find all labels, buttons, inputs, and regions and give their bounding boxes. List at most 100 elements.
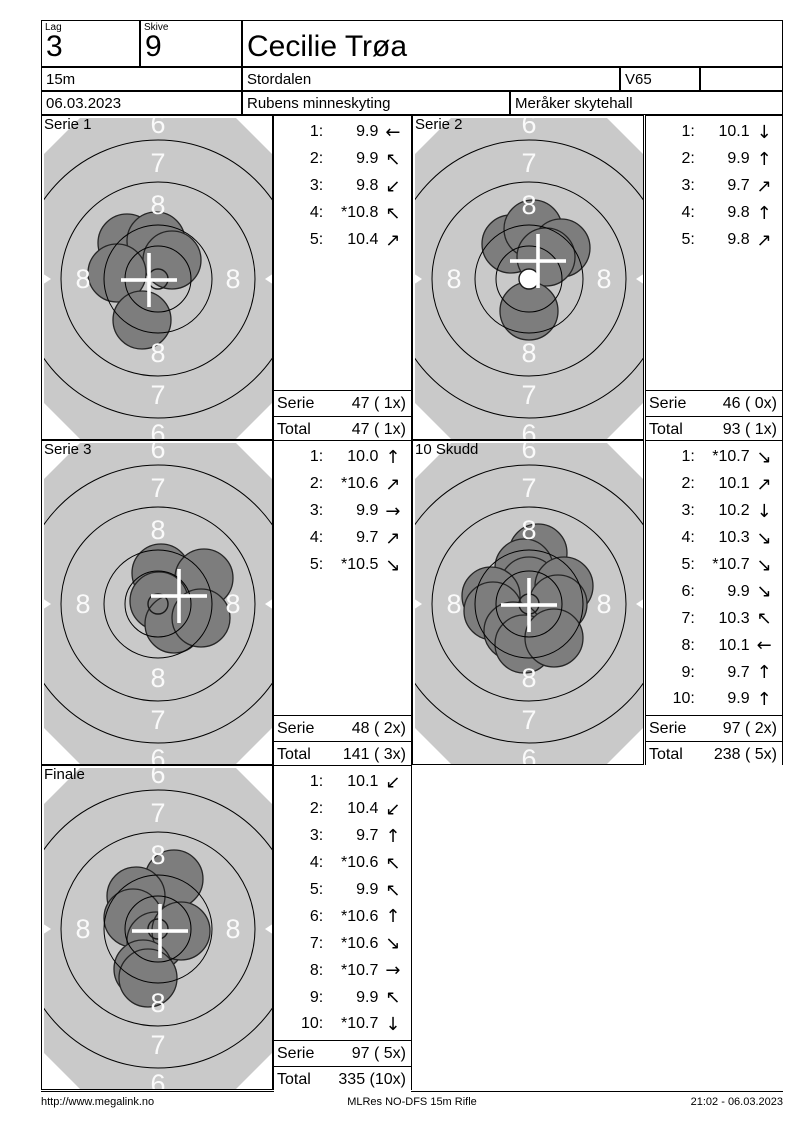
shot-number: 1:: [309, 448, 324, 466]
shot-number: 5:: [681, 231, 695, 248]
shot-row: 4: 10.3 ↘: [646, 525, 782, 552]
left-edge-marker: [44, 598, 51, 610]
center-ring: [147, 593, 169, 615]
shot-number: 5:: [309, 881, 324, 898]
serie-label: Serie: [649, 720, 687, 737]
ring-number: 8: [521, 663, 536, 693]
shooter-name-cell: Cecilie Trøa: [242, 20, 783, 67]
shot-value: 9.9: [356, 988, 379, 1006]
shot-direction-arrow: ↓: [756, 500, 772, 522]
venue: Stordalen: [247, 70, 312, 88]
serie-row: Serie 46 ( 0x): [646, 390, 782, 417]
event-name: Rubens minneskyting: [247, 94, 391, 112]
date-cell: 06.03.2023: [41, 91, 242, 115]
ring-number: 8: [225, 589, 240, 619]
shot-number: 5:: [681, 556, 695, 573]
event-cell: Rubens minneskyting: [242, 91, 510, 115]
ring-circle: [124, 570, 192, 638]
ring-number: 8: [75, 589, 90, 619]
shot-number: 1:: [309, 123, 324, 141]
total-label: Total: [277, 420, 311, 438]
serie-label: Serie: [277, 395, 315, 412]
shot-direction-arrow: ↖: [385, 148, 401, 170]
ring-circle: [44, 789, 272, 1069]
ring-number: 8: [150, 988, 165, 1018]
ring-number: 6: [150, 116, 165, 139]
shot-direction-arrow: ←: [756, 635, 772, 657]
ring-circle: [495, 570, 563, 638]
ring-number: 7: [521, 148, 536, 178]
shot-value: *10.7: [341, 1015, 379, 1033]
score-panel: 1: 10.0 ↑ 2: *10.6 ↗ 3: 9.9 → 4: 9.7 ↗ 5: *10.5 ↘ Seri…: [273, 440, 412, 767]
ring-number: 8: [521, 338, 536, 368]
ring-number: 6: [150, 441, 165, 464]
ring-number: 6: [150, 766, 165, 789]
ring-number: 8: [446, 589, 461, 619]
total-row: Total 335 (10x): [274, 1066, 411, 1092]
shot-row: 1: 10.1 ↓: [646, 119, 782, 146]
target-panel: 6 7 8 8 8 8 7 6 Serie 3: [41, 440, 273, 765]
ring-number: 6: [150, 744, 165, 765]
shot-direction-arrow: ↗: [385, 229, 401, 251]
ring-number: 8: [150, 663, 165, 693]
shot-number: 1:: [681, 123, 695, 141]
score-panel: 1: 10.1 ↙ 2: 10.4 ↙ 3: 9.7 ↑ 4: *10.6 ↖ 5: 9.9 ↖ 6: *10.…: [273, 765, 412, 1092]
serie-row: Serie 97 ( 5x): [274, 1040, 411, 1067]
shot-list: 1: 10.1 ↓ 2: 9.9 ↑ 3: 9.7 ↗ 4: 9.8 ↑ 5: 9.8 ↗: [646, 119, 782, 253]
distance: 15m: [46, 70, 76, 88]
shot-value: 10.1: [347, 773, 379, 791]
panel-title: 10 Skudd: [415, 441, 479, 458]
shot-direction-arrow: ↑: [756, 148, 772, 170]
shot-value: 10.3: [718, 529, 750, 547]
shot-number: 6:: [309, 907, 324, 925]
footer-program: MLRes NO-DFS 15m Rifle: [347, 1096, 477, 1108]
ring-number: 8: [225, 264, 240, 294]
right-edge-marker: [265, 923, 272, 935]
shot-row: 9: 9.7 ↑: [646, 659, 782, 686]
shot-value: 9.7: [727, 663, 750, 681]
shot-direction-arrow: ↑: [756, 202, 772, 224]
left-edge-marker: [415, 273, 422, 285]
shot-number: 7:: [681, 609, 695, 627]
shot-number: 4:: [681, 529, 695, 547]
total-label: Total: [277, 1070, 311, 1088]
footer-timestamp: 21:02 - 06.03.2023: [690, 1096, 783, 1108]
shot-row: 3: 9.7 ↗: [646, 173, 782, 200]
shot-row: 3: 10.2 ↓: [646, 498, 782, 525]
ring-number: 6: [150, 419, 165, 440]
shot-direction-arrow: ↘: [385, 933, 401, 955]
shot-number: 10:: [301, 1015, 324, 1033]
ring-circle: [44, 139, 272, 419]
shot-row: 2: 10.4 ↙: [274, 796, 411, 823]
ring-circle: [60, 506, 256, 702]
hall-cell: Meråker skytehall: [510, 91, 783, 115]
shot-list: 1: *10.7 ↘ 2: 10.1 ↗ 3: 10.2 ↓ 4: 10.3 ↘ 5: *10.7 ↘ 6: 9…: [646, 444, 782, 713]
shot-direction-arrow: →: [385, 960, 401, 982]
shot-value: *10.5: [341, 556, 379, 573]
mpi-cross-vertical: [147, 253, 151, 307]
shot-row: 5: 9.9 ↖: [274, 877, 411, 904]
shot-number: 8:: [309, 961, 324, 979]
ring-circle: [103, 874, 213, 984]
shot-number: 3:: [681, 502, 695, 520]
shot-direction-arrow: ↖: [385, 202, 401, 224]
shot-direction-arrow: ↙: [385, 175, 401, 197]
ring-number: 8: [75, 914, 90, 944]
ring-circle: [60, 181, 256, 377]
total-row: Total 47 ( 1x): [274, 416, 411, 442]
score-panel: 1: 9.9 ← 2: 9.9 ↖ 3: 9.8 ↙ 4: *10.8 ↖ 5: 10.4 ↗ Serie …: [273, 115, 412, 442]
shot-row: 5: 10.4 ↗: [274, 227, 411, 254]
ring-number: 6: [521, 116, 536, 139]
shot-direction-arrow: ↓: [385, 1013, 401, 1035]
shot-number: 3:: [309, 502, 324, 520]
shot-number: 7:: [309, 934, 324, 952]
ring-number: 8: [521, 515, 536, 545]
shot-number: 2:: [309, 800, 324, 818]
lag-label: Lag: [45, 22, 62, 33]
shot-row: 10: *10.7 ↓: [274, 1011, 411, 1038]
total-row: Total 141 ( 3x): [274, 741, 411, 767]
shot-direction-arrow: →: [385, 500, 401, 522]
left-edge-marker: [415, 598, 422, 610]
ring-number: 8: [596, 264, 611, 294]
ring-number: 6: [150, 1069, 165, 1090]
